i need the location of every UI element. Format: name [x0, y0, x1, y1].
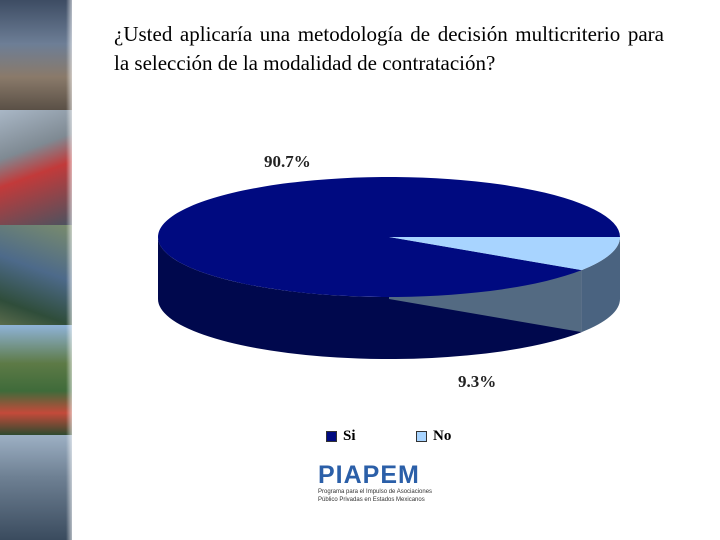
chart-legend: Si No [326, 428, 506, 445]
pie-side-no [581, 237, 620, 333]
legend-label-no: No [433, 428, 452, 444]
photo-building [0, 0, 72, 110]
legend-swatch-no [416, 431, 427, 442]
photo-landscape [0, 325, 72, 435]
legend-item-si: Si [326, 428, 416, 445]
pie-side-si [158, 237, 582, 359]
legend-label-si: Si [343, 428, 356, 444]
logo-tagline: Programa para el Impulso de Asociaciones… [318, 489, 433, 503]
legend-swatch-si [326, 431, 337, 442]
data-label-si: 90.7% [264, 152, 311, 171]
photo-highway [0, 225, 72, 325]
legend-item-no: No [416, 428, 506, 445]
photo-facade [0, 435, 72, 540]
logo-text: PIAPEM [318, 461, 420, 489]
pie-slice-no [389, 237, 620, 271]
slide-question: ¿Usted aplicaría una metodología de deci… [114, 22, 664, 75]
piapem-logo: PIAPEM Programa para el Impulso de Asoci… [318, 460, 436, 506]
data-label-no: 9.3% [458, 372, 496, 391]
photo-transit [0, 110, 72, 225]
pie-slice-si [157, 177, 620, 298]
photo-strip [0, 0, 72, 540]
